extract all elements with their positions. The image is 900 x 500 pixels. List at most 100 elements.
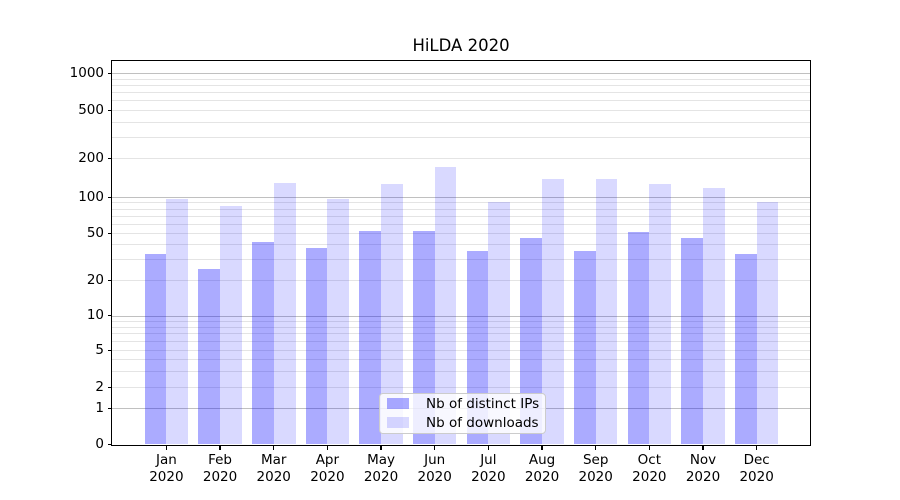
gridline-minor	[112, 121, 810, 123]
legend-label-downloads: Nb of downloads	[426, 414, 539, 431]
legend-item-distinct-ips: Nb of distinct IPs	[387, 395, 540, 412]
bar-downloads-sep	[595, 179, 618, 445]
y-tick-mark	[107, 386, 112, 388]
legend-label-distinct-ips: Nb of distinct IPs	[426, 395, 540, 412]
legend-item-downloads: Nb of downloads	[387, 414, 539, 431]
y-tick-label: 1000	[69, 64, 104, 81]
gridline-minor	[112, 84, 810, 86]
gridline-minor	[112, 100, 810, 102]
bar-downloads-jun	[434, 167, 457, 445]
gridline-major	[112, 73, 810, 74]
y-tick-label: 0	[95, 436, 104, 452]
y-tick-mark	[107, 407, 112, 409]
gridline-minor	[112, 136, 810, 138]
bar-distinct-ips-sep	[573, 251, 596, 445]
x-tick-label: Nov 2020	[685, 452, 721, 485]
gridline-minor	[112, 370, 810, 372]
bar-distinct-ips-feb	[198, 268, 221, 445]
x-tick-mark	[648, 445, 650, 450]
x-tick-mark	[541, 445, 543, 450]
x-tick-mark	[702, 445, 704, 450]
y-tick-label: 5	[95, 341, 104, 358]
bar-distinct-ips-nov	[681, 238, 703, 445]
gridline-minor	[112, 208, 810, 210]
x-tick-label: Jul 2020	[471, 452, 506, 485]
x-tick-label: Feb 2020	[202, 452, 238, 485]
bar-distinct-ips-dec	[734, 254, 757, 445]
y-tick-mark	[107, 279, 112, 281]
bar-downloads-jan	[166, 199, 189, 445]
y-tick-mark	[107, 349, 112, 351]
gridline-minor	[112, 387, 810, 388]
legend-swatch-distinct-ips	[387, 398, 409, 409]
bar-downloads-dec	[756, 202, 779, 445]
gridline-minor	[112, 92, 810, 94]
x-tick-label: Sep 2020	[578, 452, 613, 485]
x-tick-label: Mar 2020	[256, 452, 291, 485]
plot-area	[111, 60, 811, 446]
x-tick-label: Oct 2020	[632, 452, 667, 485]
gridline-minor	[112, 202, 810, 204]
x-tick-mark	[326, 445, 328, 450]
gridline-minor	[112, 340, 810, 342]
gridline-minor	[112, 110, 810, 111]
x-tick-label: Aug 2020	[524, 452, 560, 485]
y-tick-mark	[107, 315, 112, 317]
legend-swatch-downloads	[387, 417, 409, 428]
gridline-minor	[112, 320, 810, 322]
gridline-minor	[112, 326, 810, 328]
y-tick-label: 20	[86, 271, 104, 288]
chart-title: HiLDA 2020	[412, 36, 510, 55]
bar-distinct-ips-mar	[251, 241, 274, 445]
x-tick-mark	[595, 445, 597, 450]
y-tick-label: 2	[95, 378, 104, 395]
gridline-major	[112, 197, 810, 198]
x-tick-mark	[487, 445, 489, 450]
gridline-minor	[112, 259, 810, 261]
y-tick-mark	[107, 444, 112, 446]
y-tick-label: 200	[78, 149, 104, 166]
bar-distinct-ips-oct	[627, 231, 650, 445]
bar-distinct-ips-may	[359, 230, 382, 445]
x-tick-mark	[219, 445, 221, 450]
y-tick-mark	[107, 72, 112, 74]
x-tick-label: Jan 2020	[149, 452, 184, 485]
gridline-minor	[112, 359, 810, 360]
bar-downloads-aug	[542, 179, 564, 445]
bar-distinct-ips-jan	[144, 254, 167, 445]
bar-downloads-apr	[327, 199, 350, 445]
bar-distinct-ips-jun	[412, 230, 435, 445]
gridline-minor	[112, 215, 810, 217]
x-tick-mark	[165, 445, 167, 450]
gridline-minor	[112, 280, 810, 281]
gridline-minor	[112, 158, 810, 159]
bar-distinct-ips-apr	[305, 248, 328, 445]
x-tick-label: Dec 2020	[739, 452, 774, 485]
bar-downloads-nov	[703, 187, 725, 445]
y-tick-mark	[107, 109, 112, 111]
gridline-minor	[112, 223, 810, 225]
gridline-minor	[112, 244, 810, 246]
bar-downloads-mar	[273, 183, 296, 445]
y-tick-mark	[107, 196, 112, 198]
y-tick-mark	[107, 157, 112, 159]
x-tick-label: May 2020	[363, 452, 399, 485]
gridline-minor	[112, 350, 810, 351]
y-tick-label: 50	[86, 224, 104, 241]
y-tick-mark	[107, 232, 112, 234]
gridline-major	[112, 315, 810, 317]
y-tick-label: 10	[86, 307, 104, 323]
bar-downloads-feb	[220, 206, 242, 445]
x-tick-label: Jun 2020	[417, 452, 452, 485]
gridline-minor	[112, 233, 810, 234]
y-tick-label: 500	[78, 101, 104, 118]
bar-downloads-oct	[649, 184, 672, 445]
x-tick-mark	[380, 445, 382, 450]
gridline-minor	[112, 78, 810, 80]
x-tick-mark	[434, 445, 436, 450]
x-tick-label: Apr 2020	[310, 452, 345, 485]
bar-downloads-jul	[488, 202, 511, 445]
gridline-minor	[112, 333, 810, 335]
y-tick-label: 100	[78, 188, 104, 205]
